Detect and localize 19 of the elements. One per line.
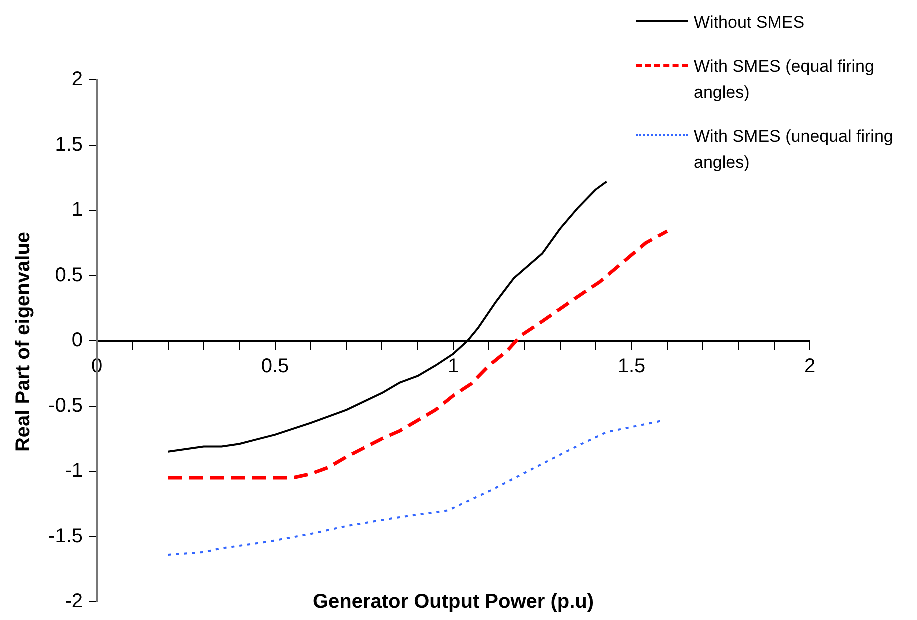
y-tick-label: -2 xyxy=(65,590,83,613)
legend-label: Without SMES xyxy=(694,12,806,34)
legend-label: With SMES (unequal firing angles) xyxy=(694,126,894,174)
y-tick-label: -0.5 xyxy=(48,394,83,417)
y-axis-title: Real Part of eigenvalue xyxy=(12,232,36,452)
y-tick-label: 0 xyxy=(72,330,83,352)
y-tick-label: -1 xyxy=(65,460,83,482)
y-tick-label: 1.5 xyxy=(55,134,83,156)
x-tick-label: 0.5 xyxy=(261,356,290,378)
x-axis-title: Generator Output Power (p.u) xyxy=(312,591,596,614)
y-tick-label: -1.5 xyxy=(48,525,83,548)
line-series xyxy=(166,230,670,480)
legend-label: With SMES (equal firing angles) xyxy=(694,56,876,104)
y-tick-label: 0.5 xyxy=(55,264,83,286)
x-tick-label: 1.5 xyxy=(618,356,646,378)
y-tick-label: 2 xyxy=(72,68,83,91)
x-tick-label: 2 xyxy=(804,356,816,378)
y-tick-label: 1 xyxy=(72,199,83,222)
x-tick-label: 1 xyxy=(448,356,460,378)
